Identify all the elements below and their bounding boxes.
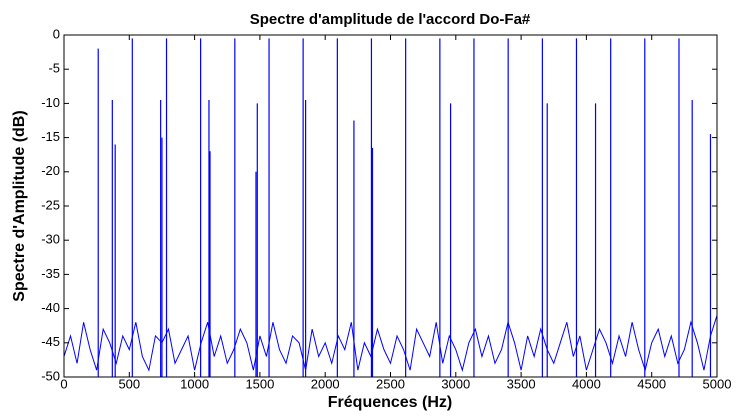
- chart-title: Spectre d'amplitude de l'accord Do-Fa#: [250, 11, 531, 28]
- y-tick-label: -45: [41, 334, 60, 349]
- y-tick-label: -35: [41, 266, 60, 281]
- y-tick-label: 0: [53, 26, 60, 41]
- x-tick-label: 2500: [376, 376, 405, 391]
- y-axis-label: Spectre d'Amplitude (dB): [11, 110, 28, 301]
- y-tick-label: -25: [41, 197, 60, 212]
- y-tick-label: -10: [41, 95, 60, 110]
- y-tick-label: -50: [41, 368, 60, 383]
- spectrum-line: [63, 315, 718, 373]
- x-tick-label: 2000: [311, 376, 340, 391]
- y-tick-label: -40: [41, 300, 60, 315]
- x-tick-label: 3000: [441, 376, 470, 391]
- x-tick-label: 1000: [180, 376, 209, 391]
- x-axis-label: Fréquences (Hz): [328, 394, 452, 411]
- x-tick-label: 4500: [637, 376, 666, 391]
- y-tick-label: -30: [41, 232, 60, 247]
- x-tick-label: 0: [60, 376, 67, 391]
- x-tick-label: 5000: [703, 376, 732, 391]
- x-tick-label: 1500: [245, 376, 274, 391]
- x-tick-label: 500: [118, 376, 140, 391]
- y-tick-label: -20: [41, 163, 60, 178]
- y-tick-label: -15: [41, 129, 60, 144]
- x-tick-label: 4000: [572, 376, 601, 391]
- y-tick-label: -5: [48, 61, 60, 76]
- x-tick-label: 3500: [507, 376, 536, 391]
